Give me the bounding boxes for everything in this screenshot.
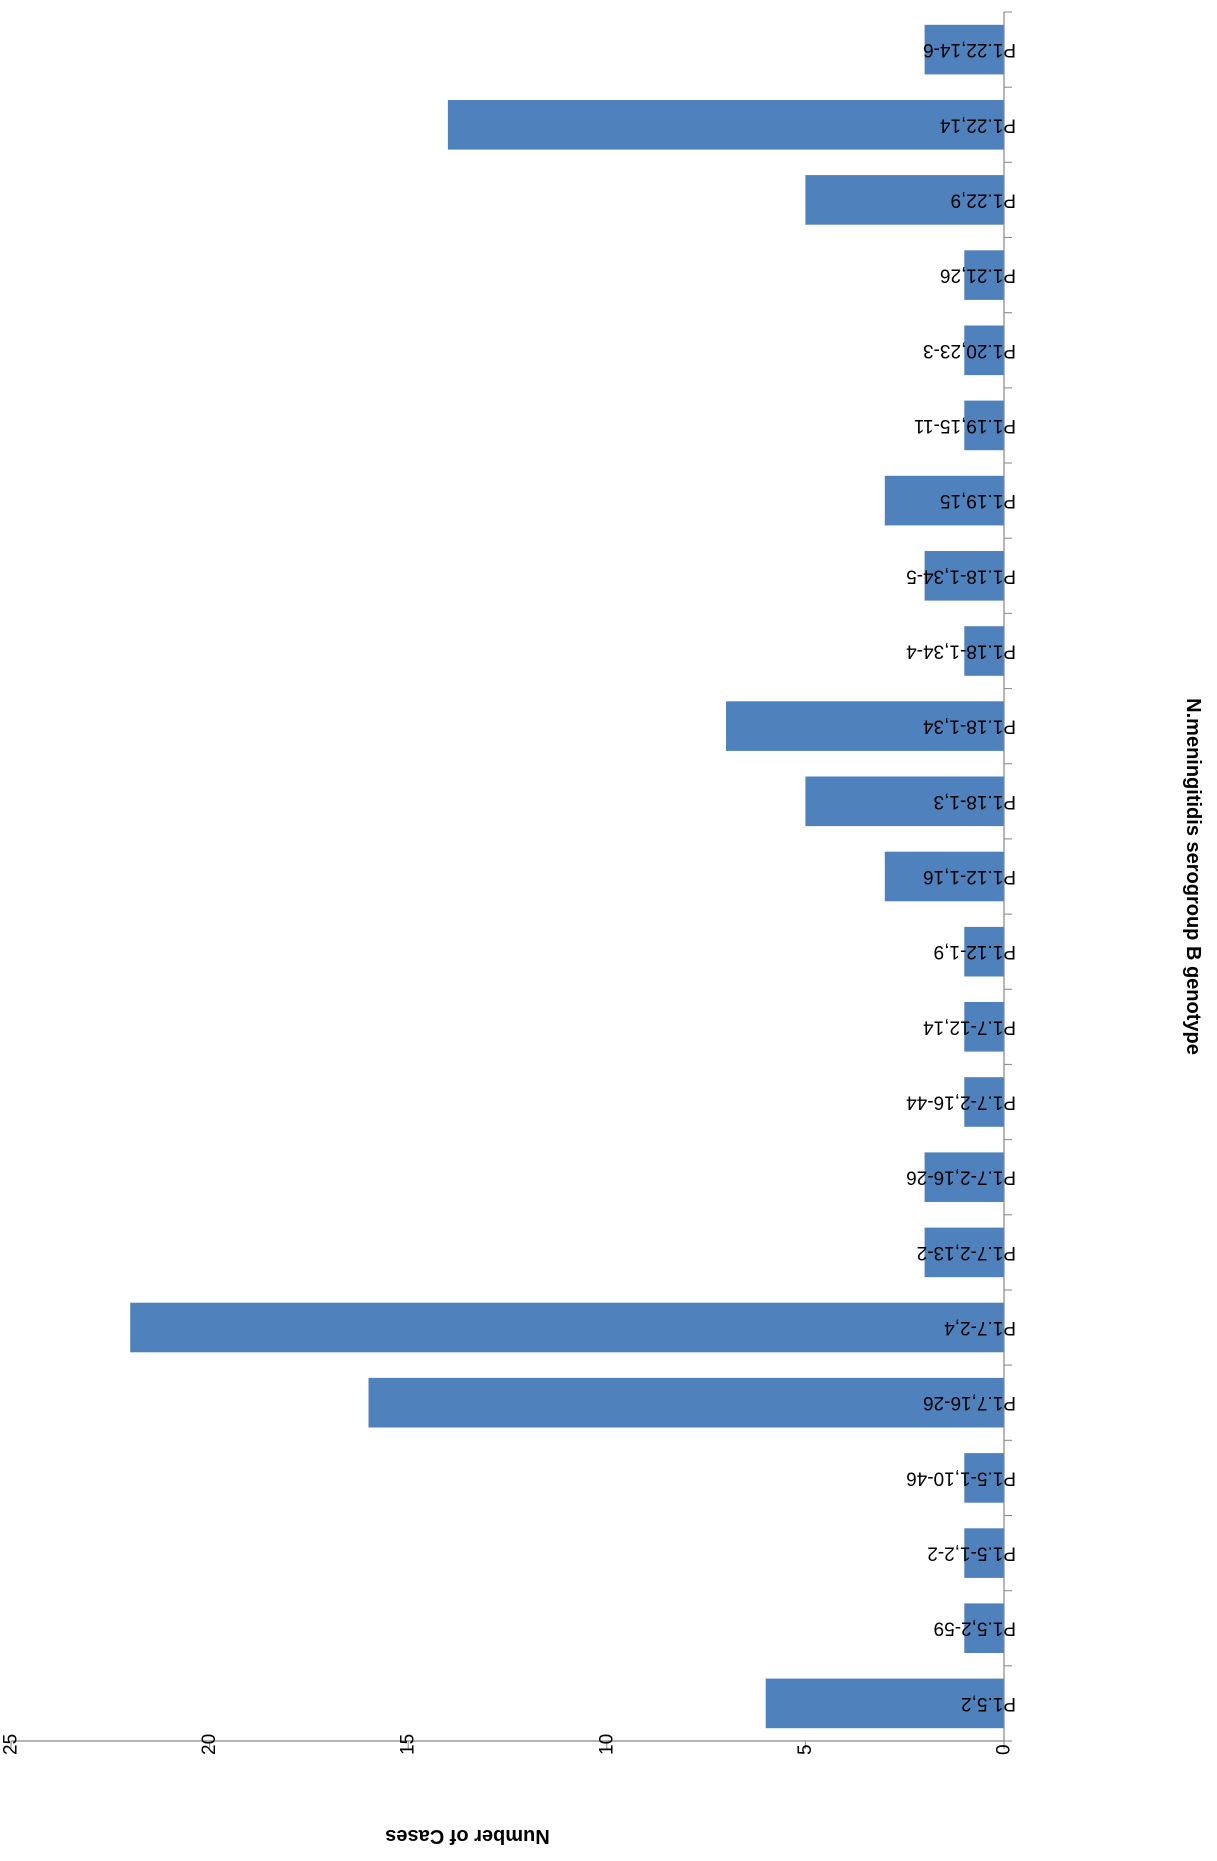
bar <box>964 250 1004 300</box>
bar-group <box>130 24 1004 1729</box>
bar <box>924 1152 1004 1202</box>
bar <box>964 926 1004 977</box>
category-tick-label: P1.5-1,10-46 <box>906 1467 1016 1488</box>
bar <box>765 1678 1004 1729</box>
category-tick-label: P1.7-2,16-26 <box>906 1167 1016 1188</box>
value-tick-label: 10 <box>596 1734 617 1755</box>
category-tick-label: P1.18-1,34-4 <box>906 641 1016 662</box>
y-axis-title: Number of Cases <box>385 1825 550 1847</box>
category-tick-label: P1.18-1,34-5 <box>906 565 1016 586</box>
category-tick-label: P1.22,14 <box>940 114 1016 135</box>
x-axis-title: N.meningitidis serogroup B genotype <box>1182 698 1204 1055</box>
value-tick-group <box>10 1741 1005 1749</box>
category-tick-label: P1.18-1,3 <box>934 791 1016 812</box>
category-tick-label: P1.7-12,14 <box>923 1016 1016 1037</box>
value-tick-label: 0 <box>994 1744 1015 1755</box>
category-tick-label: P1.22,9 <box>951 189 1017 210</box>
bar <box>964 1528 1004 1578</box>
category-tick-group <box>1004 11 1012 1742</box>
bar <box>884 851 1004 902</box>
category-tick-label: P1.20,23-3 <box>923 340 1016 361</box>
category-tick-label: P1.12-1,9 <box>934 941 1016 962</box>
bar <box>964 1603 1004 1653</box>
value-tick-label-group: 0 5 10 15 20 25 <box>1 1734 1015 1755</box>
bar <box>884 475 1004 526</box>
bar <box>924 24 1004 75</box>
category-tick-label: P1.18-1,34 <box>923 716 1016 737</box>
bar <box>924 1227 1004 1278</box>
bar <box>805 776 1004 827</box>
bar <box>964 1453 1004 1503</box>
bar <box>447 100 1004 150</box>
category-tick-label: P1.7,16-26 <box>923 1392 1016 1413</box>
bar <box>964 400 1004 451</box>
category-tick-label: P1.22,14-6 <box>923 39 1016 60</box>
category-tick-label: P1.7-2,16-44 <box>906 1092 1016 1113</box>
bar <box>964 325 1004 376</box>
category-tick-label: P1.5,2-59 <box>934 1618 1016 1639</box>
bar <box>964 626 1004 676</box>
bar <box>964 1077 1004 1127</box>
bar <box>130 1302 1004 1353</box>
bar <box>805 175 1004 225</box>
category-tick-label: P1.19,15-11 <box>914 415 1016 436</box>
value-tick-label: 25 <box>1 1734 22 1755</box>
category-tick-label: P1.12-1,16 <box>923 866 1016 887</box>
category-tick-label: P1.21,26 <box>940 265 1016 286</box>
category-tick-label: P1.5-1,2-2 <box>927 1543 1016 1564</box>
value-tick-label: 15 <box>398 1734 419 1755</box>
category-label-group: P1.5,2 P1.5,2-59 P1.5-1,2-2 P1.5-1,10-46 P1.… <box>906 39 1016 1714</box>
category-tick-label: P1.7-2,4 <box>944 1317 1016 1338</box>
category-tick-label: P1.19,15 <box>940 490 1016 511</box>
bar <box>368 1377 1004 1428</box>
bar <box>924 551 1004 601</box>
value-tick-label: 5 <box>795 1744 816 1755</box>
plot-area: P1.5,2 P1.5,2-59 P1.5-1,2-2 P1.5-1,10-46 P1.… <box>1 11 1016 1755</box>
bar <box>964 1002 1004 1052</box>
bar <box>726 701 1004 751</box>
value-tick-label: 20 <box>199 1734 220 1755</box>
category-tick-label: P1.7-2,13-2 <box>917 1242 1016 1263</box>
category-tick-label: P1.5,2 <box>961 1693 1016 1714</box>
